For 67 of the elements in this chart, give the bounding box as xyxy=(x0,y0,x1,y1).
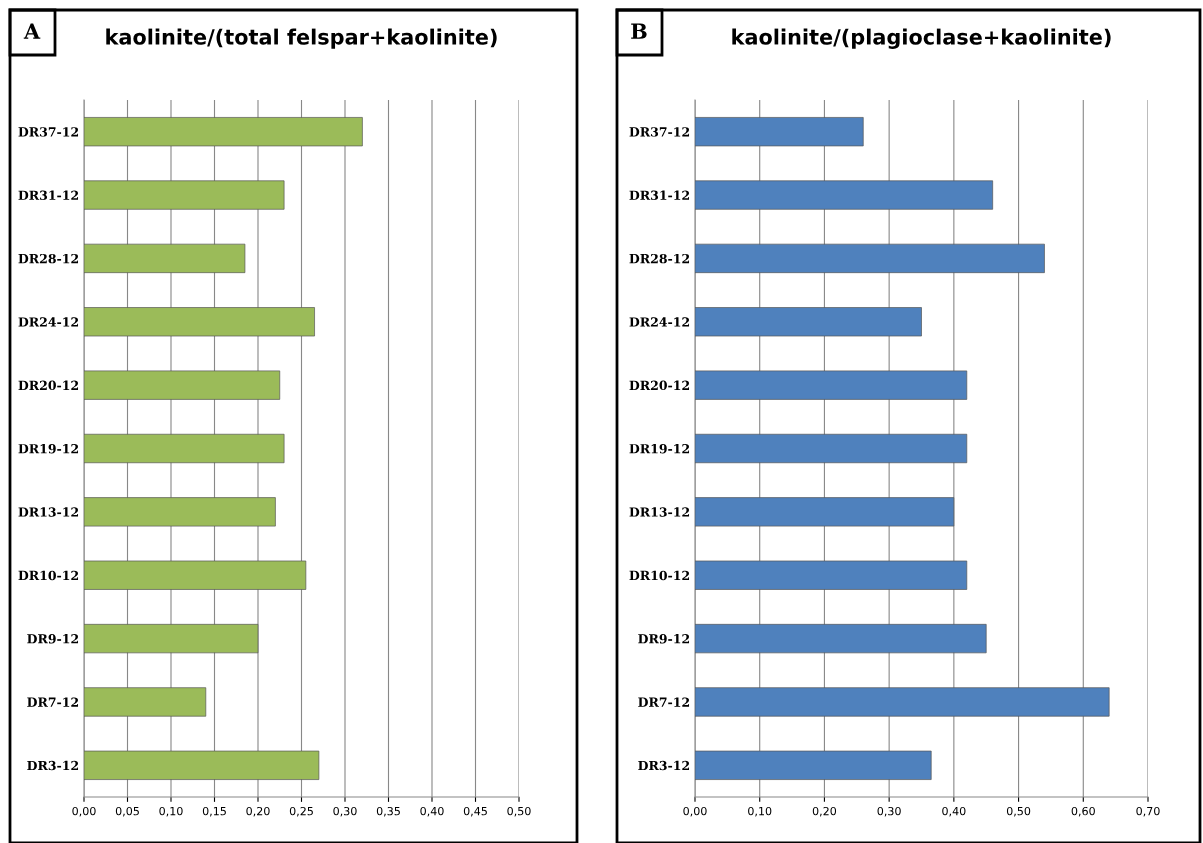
x-tick-label: 0,15 xyxy=(202,806,226,817)
y-tick-label: DR13-12 xyxy=(18,507,79,517)
chart-title: kaolinite/(total felspar+kaolinite) xyxy=(106,28,497,49)
y-tick-label: DR28-12 xyxy=(18,253,79,264)
x-tick-label: 0,60 xyxy=(1071,806,1095,817)
x-tick-label: 0,70 xyxy=(1136,806,1160,817)
y-tick-label: DR3-12 xyxy=(638,760,690,771)
y-tick-label: DR19-12 xyxy=(18,443,79,454)
x-tick-label: 0,40 xyxy=(942,806,966,817)
bar xyxy=(695,180,994,210)
y-tick-label: DR24-12 xyxy=(629,317,690,327)
bar xyxy=(84,623,259,654)
y-tick-label: DR7-12 xyxy=(638,697,690,707)
x-tick-label: 0,10 xyxy=(748,806,772,817)
bar xyxy=(84,180,285,210)
y-tick-label: DR19-12 xyxy=(629,443,690,454)
bar xyxy=(84,370,281,400)
x-tick-label: 0,35 xyxy=(376,806,400,817)
y-tick-label: DR28-12 xyxy=(629,253,690,264)
x-tick-label: 0,30 xyxy=(333,806,357,817)
chart-title: kaolinite/(plagioclase+kaolinite) xyxy=(732,28,1111,49)
y-tick-label: DR31-12 xyxy=(629,190,690,200)
y-tick-label: DR7-12 xyxy=(27,697,79,707)
bar xyxy=(695,560,968,590)
y-tick-label: DR37-12 xyxy=(18,127,79,137)
x-tick-label: 0,50 xyxy=(507,806,531,817)
y-tick-label: DR24-12 xyxy=(18,317,79,327)
bar xyxy=(84,433,285,464)
bar xyxy=(84,117,363,147)
bar xyxy=(695,117,864,147)
x-tick-label: 0,50 xyxy=(1006,806,1031,817)
text: B xyxy=(631,23,647,39)
y-tick-label: DR3-12 xyxy=(27,760,79,771)
x-tick-label: 0,10 xyxy=(159,806,183,817)
bar xyxy=(695,433,968,464)
x-tick-label: 0,05 xyxy=(115,806,139,817)
y-tick-label: DR13-12 xyxy=(629,507,690,517)
bar xyxy=(695,370,968,400)
bar xyxy=(84,560,307,590)
y-tick-label: DR37-12 xyxy=(629,127,690,137)
x-tick-label: 0,40 xyxy=(420,806,444,817)
text: A xyxy=(23,23,41,39)
y-tick-label: DR10-12 xyxy=(18,570,79,581)
x-tick-label: 0,30 xyxy=(877,806,901,817)
bar xyxy=(695,307,922,337)
y-tick-label: DR9-12 xyxy=(638,634,690,644)
y-tick-label: DR20-12 xyxy=(629,380,690,391)
bar xyxy=(84,687,207,717)
bar xyxy=(695,623,987,654)
x-tick-label: 0,45 xyxy=(463,806,487,817)
bar xyxy=(84,307,315,337)
bar xyxy=(695,750,932,780)
bar xyxy=(695,497,955,527)
x-tick-label: 0,00 xyxy=(72,806,96,817)
bar xyxy=(84,750,320,780)
y-tick-label: DR9-12 xyxy=(27,634,79,644)
y-tick-label: DR10-12 xyxy=(629,570,690,581)
y-tick-label: DR20-12 xyxy=(18,380,79,391)
y-tick-label: DR31-12 xyxy=(18,190,79,200)
bar xyxy=(695,687,1110,717)
bar xyxy=(84,497,276,527)
x-tick-label: 0,00 xyxy=(683,806,707,817)
x-tick-label: 0,25 xyxy=(289,806,313,817)
bar xyxy=(84,243,246,274)
bar xyxy=(695,243,1045,274)
x-tick-label: 0,20 xyxy=(246,806,270,817)
x-tick-label: 0,20 xyxy=(812,806,837,817)
